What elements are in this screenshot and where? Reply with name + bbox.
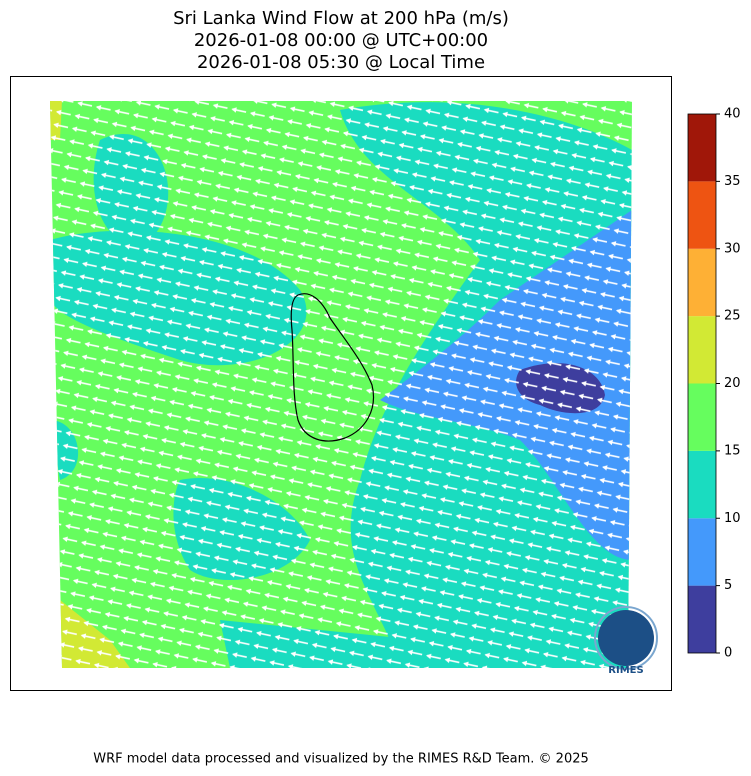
colorbar-tick-label: 25 — [724, 309, 741, 324]
colorbar-bin — [688, 181, 716, 249]
colorbar-tick-label: 35 — [724, 174, 741, 189]
colorbar: 0 5 10 15 20 25 30 35 40 — [687, 107, 741, 661]
footer: WRF model data processed and visualized … — [93, 752, 589, 767]
colorbar-bin — [688, 518, 716, 586]
colorbar-tick-label: 30 — [724, 241, 741, 256]
colorbar-tick-label: 40 — [724, 107, 741, 122]
colorbar-bin — [688, 316, 716, 384]
colorbar-tick-label: 20 — [724, 376, 741, 391]
colorbar-bin — [688, 450, 716, 519]
colorbar-bin — [688, 114, 716, 182]
logo: RIMES — [594, 606, 658, 676]
logo-text: RIMES — [608, 665, 643, 676]
subtitle: 2026-01-08 00:00 @ UTC+00:00 — [194, 30, 488, 51]
map-frame — [10, 76, 672, 691]
coastline — [290, 293, 374, 442]
title: Sri Lanka Wind Flow at 200 hPa (m/s) — [173, 8, 509, 29]
colorbar-bin — [688, 383, 716, 451]
colorbar-tick-label: 15 — [724, 443, 741, 458]
colorbar-bin — [688, 585, 716, 653]
colorbar-tick-label: 0 — [724, 646, 732, 661]
colorbar-tick-label: 10 — [724, 511, 741, 526]
colorbar-bin — [688, 248, 716, 317]
subtitle: 2026-01-08 05:30 @ Local Time — [197, 52, 485, 73]
colorbar-tick-label: 5 — [724, 578, 732, 593]
wind-field — [50, 101, 632, 668]
